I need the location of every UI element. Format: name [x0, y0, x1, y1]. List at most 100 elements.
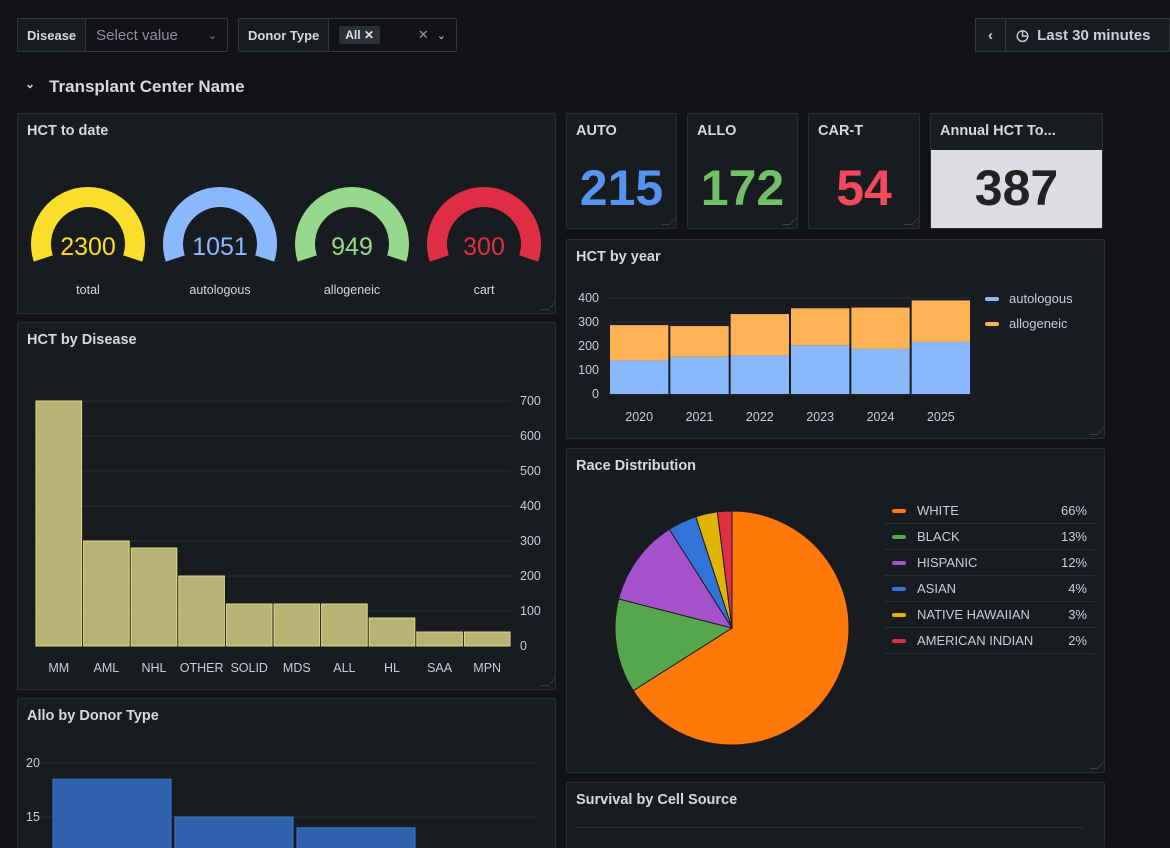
bar-mds: [273, 603, 321, 647]
donor-type-filter[interactable]: Donor Type All ✕ ✕ ⌄: [238, 18, 457, 52]
gauge-value: 949: [331, 233, 373, 261]
y-tick-label: 200: [520, 569, 541, 583]
chip-label: All: [345, 28, 361, 42]
legend-item[interactable]: WHITE 66%: [884, 498, 1095, 524]
bar-nhl: [130, 547, 178, 647]
legend-item[interactable]: NATIVE HAWAIIAN 3%: [884, 602, 1095, 628]
resize-handle[interactable]: [661, 217, 676, 225]
y-tick-label: 200: [578, 339, 599, 353]
time-range-label: Last 30 minutes: [1037, 26, 1151, 44]
x-tick-label: HL: [384, 661, 400, 675]
y-tick-label: 15: [26, 810, 40, 824]
row-title: Transplant Center Name: [49, 77, 245, 96]
y-tick-label: 400: [578, 291, 599, 305]
x-tick-label: 2024: [867, 410, 895, 424]
bar-mm: [35, 400, 83, 647]
legend-item[interactable]: ASIAN 4%: [884, 576, 1095, 602]
stat-panel: ALLO 172: [687, 113, 798, 229]
grid-line: [577, 827, 1084, 828]
disease-chart: 0 100 200 300 400 500 600 700 MM AML NHL OTHER SOLID…: [35, 394, 541, 675]
bar-allogeneic-2020: [610, 325, 669, 361]
x-tick-label: NHL: [141, 661, 166, 675]
bar-allogeneic-2024: [851, 307, 910, 349]
legend-label: ASIAN: [917, 581, 957, 596]
donor-bar: [52, 778, 172, 848]
legend-item[interactable]: HISPANIC 12%: [884, 550, 1095, 576]
pie-slice-american-indian: [716, 510, 733, 629]
x-tick-label: 2022: [746, 410, 774, 424]
resize-handle[interactable]: [904, 217, 919, 225]
disease-filter[interactable]: Disease Select value ⌄: [17, 18, 228, 52]
bar-autologous-2023: [791, 345, 850, 394]
donor-type-select[interactable]: All ✕ ✕ ⌄: [329, 19, 456, 51]
gauge: 1051 autologous: [160, 182, 280, 302]
x-tick-label: 2023: [806, 410, 834, 424]
legend-item[interactable]: AMERICAN INDIAN 2%: [884, 628, 1095, 654]
y-tick-label: 400: [520, 499, 541, 513]
legend-percent: 13%: [1060, 529, 1087, 544]
disease-placeholder: Select value: [96, 26, 178, 44]
legend-label: NATIVE HAWAIIAN: [917, 607, 1030, 622]
legend-percent: 66%: [1060, 503, 1087, 518]
panel-survival-by-cell-source: Survival by Cell Source: [566, 782, 1105, 848]
donor-type-chip[interactable]: All ✕: [339, 26, 380, 44]
y-tick-label: 300: [520, 534, 541, 548]
legend-label: BLACK: [917, 529, 960, 544]
y-tick-label: 100: [578, 363, 599, 377]
stat-value: 215: [579, 160, 664, 216]
pie-slice-white: [632, 510, 850, 746]
panel-title: Allo by Donor Type: [27, 708, 159, 724]
race-pie-chart: [614, 510, 850, 746]
panel-title: HCT to date: [27, 123, 109, 139]
panel-race-distribution: Race Distribution: [566, 448, 1105, 773]
time-picker[interactable]: ‹ ◷ Last 30 minutes: [975, 18, 1170, 52]
bar-autologous-2025: [911, 341, 970, 394]
x-tick-label: MM: [48, 661, 69, 675]
resize-handle[interactable]: [540, 302, 555, 310]
gauge: 300 cart: [424, 182, 544, 302]
gauge-label: autologous: [189, 283, 250, 297]
bar-allogeneic-2025: [911, 300, 970, 342]
chevron-down-icon: ⌄: [436, 29, 446, 42]
x-tick-label: OTHER: [180, 661, 224, 675]
y-tick-label: 700: [520, 394, 541, 408]
gauge-value: 300: [463, 233, 505, 261]
x-tick-label: AML: [94, 661, 120, 675]
bar-other: [178, 575, 225, 647]
stat-panel: AUTO 215: [566, 113, 677, 229]
chevron-down-icon: ⌄: [25, 77, 36, 91]
legend-swatch: [892, 560, 906, 565]
stat-panel: CAR-T 54: [808, 113, 920, 229]
clear-icon[interactable]: ✕: [417, 27, 429, 42]
panel-hct-by-year: HCT by year 0 100 200 300 400 2020 2021 2022 202…: [566, 239, 1105, 439]
x-tick-label: MDS: [283, 661, 311, 675]
panel-title: Race Distribution: [576, 458, 697, 474]
gauge-label: cart: [474, 283, 495, 297]
bar-hl: [368, 617, 416, 647]
disease-select[interactable]: Select value ⌄: [86, 19, 227, 51]
legend-percent: 3%: [1068, 607, 1087, 622]
panel-title: AUTO: [576, 123, 617, 139]
row-header[interactable]: ⌄ Transplant Center Name: [25, 77, 245, 97]
panel-allo-by-donor-type: Allo by Donor Type 15 20: [17, 698, 556, 848]
legend-item[interactable]: BLACK 13%: [884, 524, 1095, 550]
gauge-arc: [427, 187, 541, 262]
panel-title: HCT by Disease: [27, 332, 137, 348]
pie-slice-hispanic: [618, 528, 734, 629]
time-back-button[interactable]: ‹: [976, 19, 1006, 51]
year-chart: 0 100 200 300 400 2020 2021 2022 2023 2024 2025 aut…: [578, 291, 1073, 424]
race-legend: WHITE 66% BLACK 13% HISPANIC 12% ASIAN 4% NATIVE…: [884, 498, 1095, 654]
resize-handle[interactable]: [782, 217, 797, 225]
bar-solid: [225, 603, 273, 647]
y-tick-label: 300: [578, 315, 599, 329]
time-range-button[interactable]: ◷ Last 30 minutes: [1006, 19, 1150, 51]
panel-hct-by-disease: HCT by Disease 0 100 200 300 400 500 600 700 MM A…: [17, 322, 556, 690]
x-tick-label: 2020: [625, 410, 653, 424]
bar-saa: [416, 631, 463, 647]
x-tick-label: 2025: [927, 410, 955, 424]
y-tick-label: 100: [520, 604, 541, 618]
gauge-value: 2300: [60, 233, 116, 261]
bar-all: [321, 603, 368, 647]
gauge: 2300 total: [28, 182, 148, 302]
